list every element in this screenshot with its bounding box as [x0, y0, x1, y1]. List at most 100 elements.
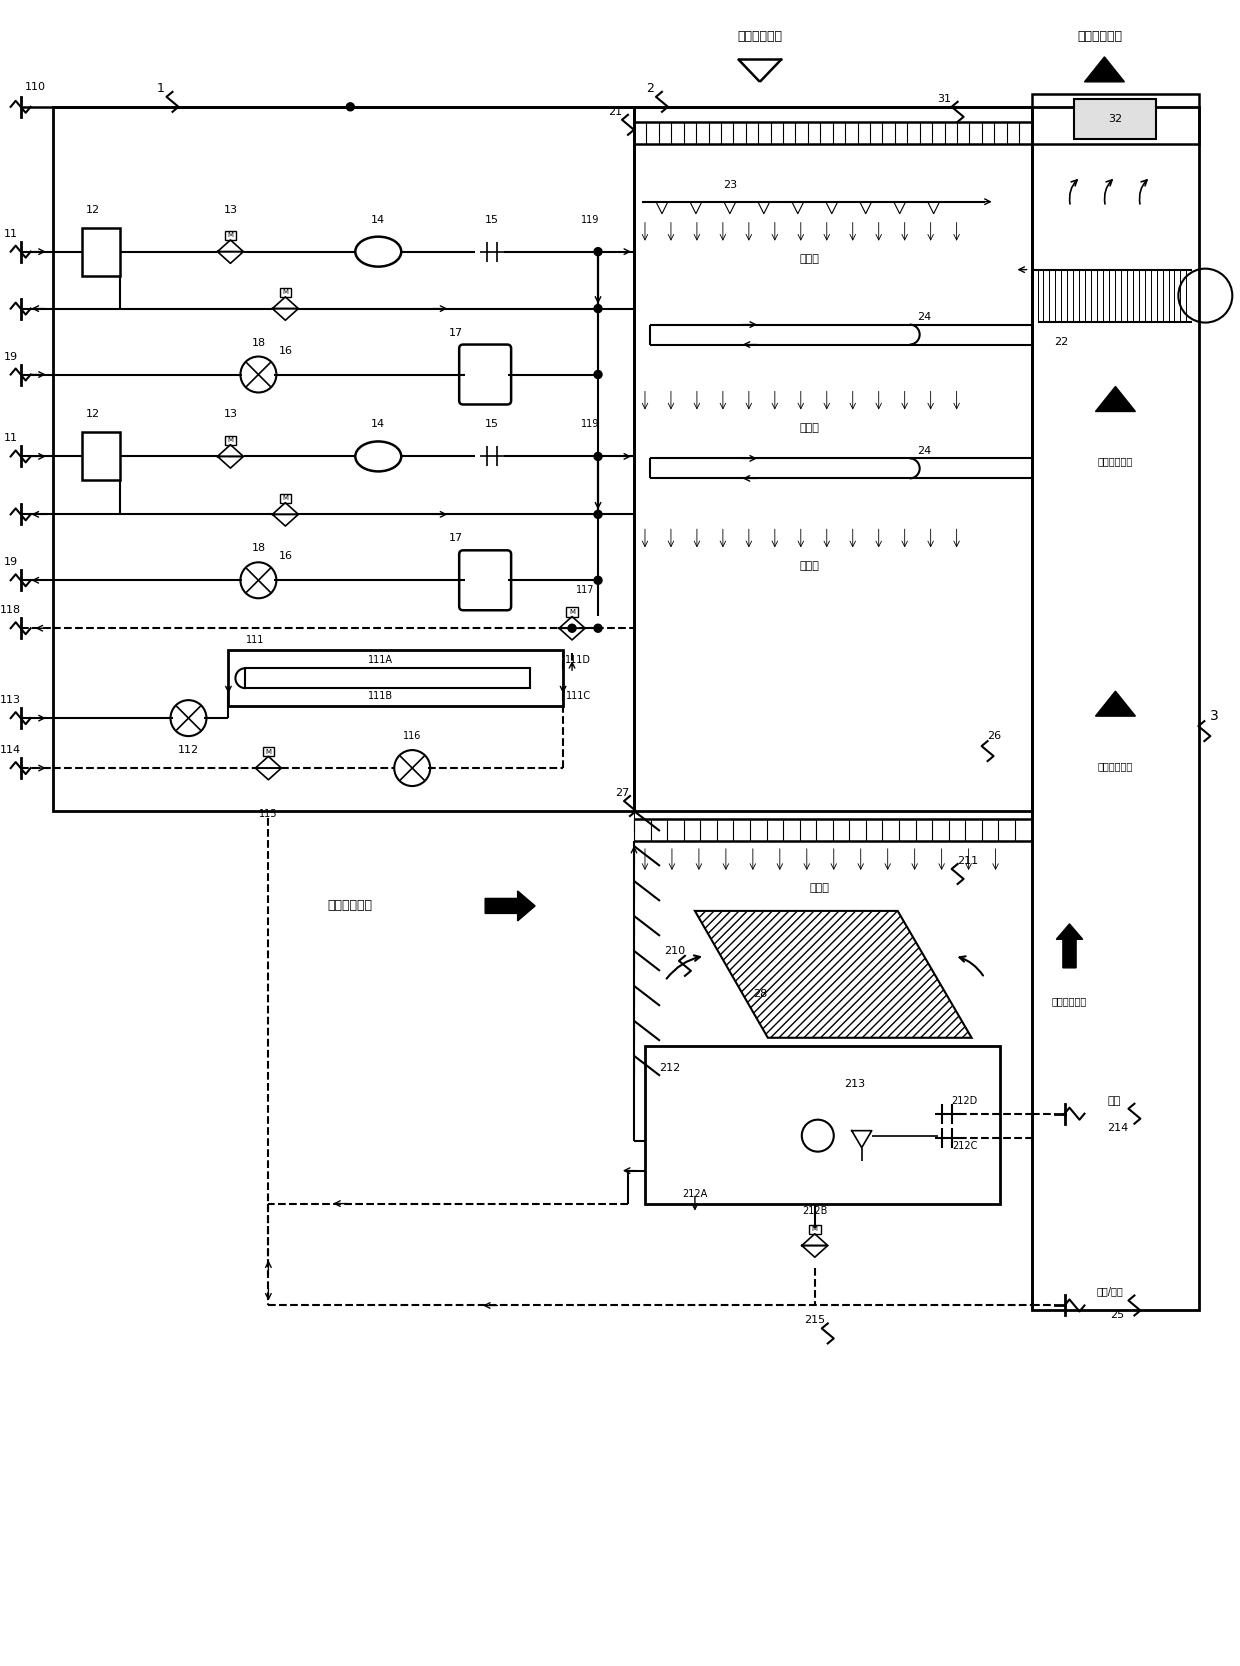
Text: 19: 19	[4, 558, 17, 568]
Text: 24: 24	[918, 312, 931, 322]
Text: 111A: 111A	[368, 655, 393, 665]
Text: 110: 110	[25, 82, 46, 92]
Polygon shape	[1085, 57, 1125, 82]
Text: M: M	[227, 233, 233, 238]
Text: 14: 14	[371, 215, 386, 225]
Text: 环境空气进入: 环境空气进入	[738, 30, 782, 43]
Text: 13: 13	[223, 205, 237, 215]
FancyBboxPatch shape	[459, 345, 511, 405]
Text: 119: 119	[580, 215, 599, 225]
Text: 212B: 212B	[802, 1206, 827, 1216]
Text: 喷淋水: 喷淋水	[800, 423, 820, 433]
Bar	[82, 228, 119, 275]
Text: 17: 17	[449, 533, 464, 543]
Circle shape	[346, 103, 355, 112]
Circle shape	[594, 248, 603, 255]
Text: M: M	[283, 290, 289, 295]
Text: 213: 213	[844, 1078, 866, 1088]
Circle shape	[594, 625, 603, 631]
Text: 31: 31	[937, 93, 951, 103]
Text: 210: 210	[665, 946, 686, 956]
Text: M: M	[227, 436, 233, 443]
Text: 214: 214	[1107, 1123, 1128, 1133]
Text: 112: 112	[177, 745, 200, 755]
Text: 115: 115	[259, 810, 278, 820]
Bar	[567, 608, 578, 616]
Text: 喷淋水: 喷淋水	[810, 883, 830, 893]
Text: 119: 119	[580, 420, 599, 430]
Text: M: M	[265, 748, 272, 755]
Text: 212D: 212D	[951, 1096, 977, 1106]
Text: 212A: 212A	[682, 1188, 708, 1198]
FancyBboxPatch shape	[459, 550, 511, 610]
Text: 15: 15	[485, 420, 500, 430]
Text: 116: 116	[403, 731, 422, 741]
Circle shape	[594, 576, 603, 585]
Bar	[52, 107, 634, 811]
Text: 14: 14	[371, 420, 386, 430]
Bar	[263, 748, 274, 756]
Text: M: M	[283, 495, 289, 501]
Text: 24: 24	[918, 446, 931, 456]
Text: 23: 23	[723, 180, 737, 190]
Text: 2: 2	[646, 82, 653, 95]
Text: 湿热空气排出: 湿热空气排出	[1078, 30, 1122, 43]
Text: M: M	[812, 1226, 818, 1233]
Bar	[224, 232, 237, 240]
Text: 111B: 111B	[368, 691, 393, 701]
Text: 11: 11	[4, 433, 17, 443]
Polygon shape	[1056, 925, 1083, 968]
Bar	[1032, 93, 1199, 143]
Text: 3: 3	[1210, 710, 1219, 723]
Bar	[634, 107, 1032, 811]
Text: 15: 15	[485, 215, 500, 225]
Text: 喷淋水: 喷淋水	[800, 253, 820, 263]
Polygon shape	[1095, 387, 1136, 412]
Text: 16: 16	[278, 345, 293, 355]
Text: 溢水/排水: 溢水/排水	[1096, 1286, 1123, 1296]
Circle shape	[594, 510, 603, 518]
Bar	[228, 650, 563, 706]
Bar	[279, 493, 291, 503]
Bar	[279, 288, 291, 297]
Text: 25: 25	[1110, 1311, 1125, 1321]
Text: 26: 26	[987, 731, 1002, 741]
Text: 211: 211	[957, 856, 978, 866]
Text: 117: 117	[575, 585, 594, 595]
Text: 湿热空气排出: 湿热空气排出	[1052, 996, 1087, 1006]
Text: 12: 12	[86, 205, 99, 215]
Text: 16: 16	[278, 551, 293, 561]
Text: 113: 113	[0, 695, 21, 705]
Text: 12: 12	[86, 410, 99, 420]
Text: 湿热空气排出: 湿热空气排出	[1097, 761, 1133, 771]
Text: 114: 114	[0, 745, 21, 755]
Text: 21: 21	[608, 107, 622, 117]
Text: 215: 215	[805, 1316, 826, 1326]
Text: 补水: 补水	[1107, 1096, 1121, 1106]
Text: 118: 118	[0, 605, 21, 615]
Text: 212: 212	[660, 1063, 681, 1073]
Text: 22: 22	[1054, 337, 1069, 347]
Text: 212C: 212C	[952, 1141, 977, 1151]
Text: 17: 17	[449, 328, 464, 338]
Bar	[645, 1046, 999, 1203]
Bar	[246, 668, 531, 688]
Text: 111C: 111C	[565, 691, 590, 701]
Text: 1: 1	[156, 82, 165, 95]
Text: 111D: 111D	[565, 655, 591, 665]
Text: 27: 27	[615, 788, 629, 798]
Bar	[1032, 107, 1199, 1311]
Circle shape	[568, 625, 577, 631]
Bar	[808, 1225, 821, 1235]
Text: 11: 11	[4, 228, 17, 238]
Circle shape	[594, 305, 603, 313]
Text: 18: 18	[252, 338, 265, 348]
Text: M: M	[569, 610, 575, 615]
Polygon shape	[485, 891, 536, 921]
Text: 28: 28	[753, 990, 768, 1000]
Text: 喷淋水: 喷淋水	[800, 561, 820, 571]
Circle shape	[594, 370, 603, 378]
Circle shape	[594, 453, 603, 460]
Text: 18: 18	[252, 543, 265, 553]
Polygon shape	[1095, 691, 1136, 716]
